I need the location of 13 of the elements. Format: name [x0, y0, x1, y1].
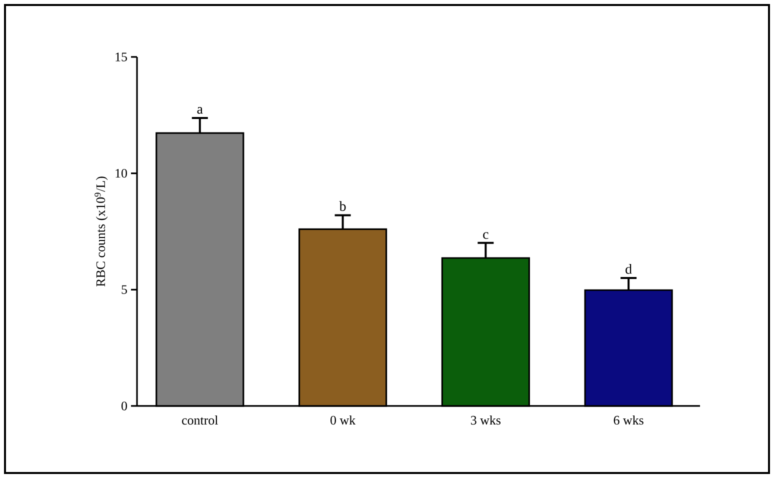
annotation: d — [626, 264, 632, 274]
annotation: b — [339, 201, 346, 212]
y-tick-label: 10 — [116, 168, 127, 178]
y-tick-label: 15 — [116, 52, 127, 62]
x-tick-label: 0 wk — [330, 416, 356, 425]
y-tick-label: 5 — [122, 285, 127, 294]
annotation: c — [483, 232, 488, 239]
annotation: a — [197, 107, 203, 114]
y-axis-title: RBC counts (x10$^{9}$/L) — [94, 176, 108, 287]
x-tick-label: 3 wks — [471, 416, 500, 425]
y-tick-label: 0 — [122, 402, 127, 410]
x-tick-label: 6 wks — [614, 416, 644, 425]
x-tick-label: control — [182, 416, 218, 425]
